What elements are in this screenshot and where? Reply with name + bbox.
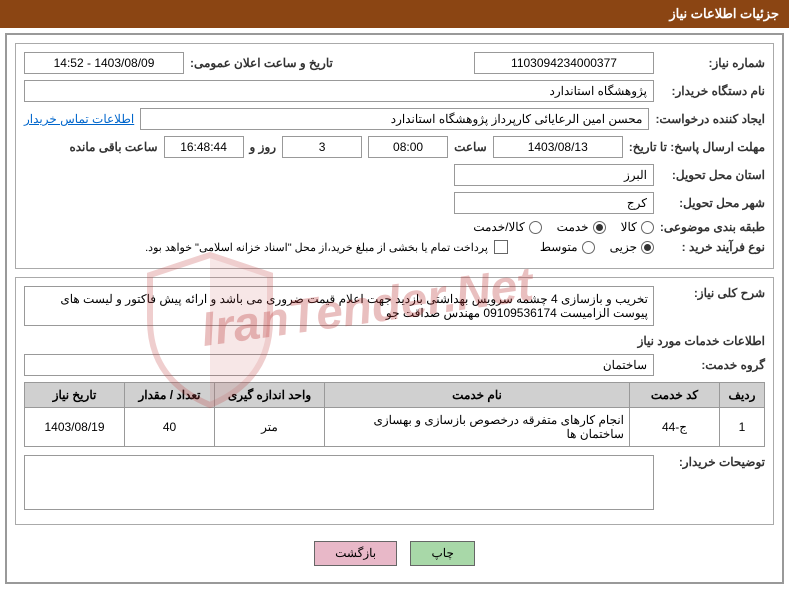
button-row: چاپ بازگشت (15, 533, 774, 574)
radio-goods-service-label: کالا/خدمت (473, 220, 524, 234)
th-code: کد خدمت (630, 383, 720, 408)
purchase-type-label: نوع فرآیند خرید : (660, 240, 765, 254)
deadline-date-field: 1403/08/13 (493, 136, 623, 158)
radio-service-circle (593, 221, 606, 234)
row-buyer-org: نام دستگاه خریدار: پژوهشگاه استاندارد (24, 80, 765, 102)
td-name: انجام کارهای متفرقه درخصوص بازسازی و بهس… (325, 408, 630, 447)
buyer-notes-label: توضیحات خریدار: (660, 455, 765, 469)
services-table: ردیف کد خدمت نام خدمت واحد اندازه گیری ت… (24, 382, 765, 447)
buyer-org-field: پژوهشگاه استاندارد (24, 80, 654, 102)
service-info-header: اطلاعات خدمات مورد نیاز (24, 334, 765, 348)
radio-medium[interactable]: متوسط (540, 240, 595, 254)
service-group-label: گروه خدمت: (660, 358, 765, 372)
buyer-org-label: نام دستگاه خریدار: (660, 84, 765, 98)
deadline-time-field: 08:00 (368, 136, 448, 158)
page-title: جزئیات اطلاعات نیاز (669, 6, 779, 21)
time-label: ساعت (454, 140, 487, 154)
row-service-group: گروه خدمت: ساختمان (24, 354, 765, 376)
radio-medium-circle (582, 241, 595, 254)
description-field: تخریب و بازسازی 4 چشمه سرویس بهداشتی باز… (24, 286, 654, 326)
page-header: جزئیات اطلاعات نیاز (0, 0, 789, 28)
description-container: شرح کلی نیاز: تخریب و بازسازی 4 چشمه سرو… (15, 277, 774, 525)
province-label: استان محل تحویل: (660, 168, 765, 182)
service-group-field: ساختمان (24, 354, 654, 376)
th-name: نام خدمت (325, 383, 630, 408)
time-remaining-field: 16:48:44 (164, 136, 244, 158)
days-remaining-field: 3 (282, 136, 362, 158)
purchase-type-radio-group: جزیی متوسط (540, 240, 654, 254)
radio-goods-label: کالا (621, 220, 637, 234)
row-city: شهر محل تحویل: کرج (24, 192, 765, 214)
announce-date-field: 1403/08/09 - 14:52 (24, 52, 184, 74)
td-unit: متر (215, 408, 325, 447)
buyer-notes-field (24, 455, 654, 510)
radio-goods-circle (641, 221, 654, 234)
category-label: طبقه بندی موضوعی: (660, 220, 765, 234)
radio-partial-label: جزیی (610, 240, 637, 254)
contact-link[interactable]: اطلاعات تماس خریدار (24, 112, 134, 126)
need-number-label: شماره نیاز: (660, 56, 765, 70)
payment-checkbox[interactable] (494, 240, 508, 254)
radio-goods-service[interactable]: کالا/خدمت (473, 220, 541, 234)
row-deadline: مهلت ارسال پاسخ: تا تاریخ: 1403/08/13 سا… (24, 136, 765, 158)
row-description: شرح کلی نیاز: تخریب و بازسازی 4 چشمه سرو… (24, 286, 765, 326)
td-code: ج-44 (630, 408, 720, 447)
row-need-number: شماره نیاز: 1103094234000377 تاریخ و ساع… (24, 52, 765, 74)
print-button[interactable]: چاپ (410, 541, 474, 566)
category-radio-group: کالا خدمت کالا/خدمت (473, 220, 654, 234)
requester-label: ایجاد کننده درخواست: (655, 112, 765, 126)
city-label: شهر محل تحویل: (660, 196, 765, 210)
radio-goods-service-circle (529, 221, 542, 234)
days-text: روز و (250, 140, 277, 154)
row-category: طبقه بندی موضوعی: کالا خدمت کالا/خدمت (24, 220, 765, 234)
description-label: شرح کلی نیاز: (660, 286, 765, 300)
td-row: 1 (720, 408, 765, 447)
form-container: شماره نیاز: 1103094234000377 تاریخ و ساع… (15, 43, 774, 269)
row-province: استان محل تحویل: البرز (24, 164, 765, 186)
radio-partial[interactable]: جزیی (610, 240, 654, 254)
deadline-label: مهلت ارسال پاسخ: تا تاریخ: (629, 140, 765, 154)
row-requester: ایجاد کننده درخواست: محسن امین الرعایائی… (24, 108, 765, 130)
city-field: کرج (454, 192, 654, 214)
th-row: ردیف (720, 383, 765, 408)
td-date: 1403/08/19 (25, 408, 125, 447)
watermark-shield-icon (140, 250, 280, 413)
td-qty: 40 (125, 408, 215, 447)
main-container: شماره نیاز: 1103094234000377 تاریخ و ساع… (5, 33, 784, 584)
province-field: البرز (454, 164, 654, 186)
radio-service-label: خدمت (557, 220, 589, 234)
th-date: تاریخ نیاز (25, 383, 125, 408)
requester-field: محسن امین الرعایائی کارپرداز پژوهشگاه اس… (140, 108, 649, 130)
announce-date-label: تاریخ و ساعت اعلان عمومی: (190, 56, 333, 70)
back-button[interactable]: بازگشت (314, 541, 397, 566)
row-purchase-type: نوع فرآیند خرید : جزیی متوسط پرداخت تمام… (24, 240, 765, 254)
table-row: 1 ج-44 انجام کارهای متفرقه درخصوص بازساز… (25, 408, 765, 447)
row-buyer-notes: توضیحات خریدار: (24, 455, 765, 510)
need-number-field: 1103094234000377 (474, 52, 654, 74)
radio-goods[interactable]: کالا (621, 220, 654, 234)
radio-medium-label: متوسط (540, 240, 578, 254)
radio-service[interactable]: خدمت (557, 220, 606, 234)
remaining-text: ساعت باقی مانده (69, 140, 157, 154)
radio-partial-circle (641, 241, 654, 254)
table-header-row: ردیف کد خدمت نام خدمت واحد اندازه گیری ت… (25, 383, 765, 408)
